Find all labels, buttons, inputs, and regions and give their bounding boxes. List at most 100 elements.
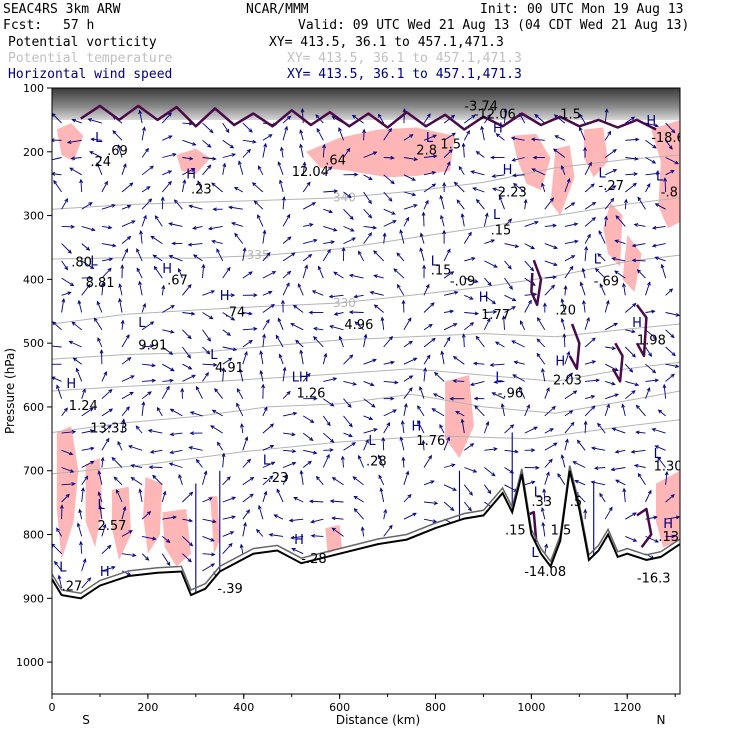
wind-arrow bbox=[417, 420, 425, 434]
field-label: 8.81 bbox=[86, 276, 115, 291]
wind-arrow bbox=[469, 380, 485, 387]
wind-arrow bbox=[161, 385, 170, 399]
wind-arrow bbox=[504, 449, 519, 454]
wind-arrow bbox=[552, 148, 566, 158]
wind-arrow bbox=[402, 108, 407, 124]
y-tick-label: 700 bbox=[23, 465, 44, 478]
wind-arrow bbox=[483, 212, 489, 227]
field-label: -12.06 bbox=[474, 108, 516, 123]
wind-arrow bbox=[118, 283, 123, 296]
wind-arrow bbox=[81, 388, 86, 399]
wind-arrow bbox=[439, 194, 445, 210]
wind-arrow bbox=[363, 358, 377, 365]
wind-arrow bbox=[348, 310, 364, 315]
wind-arrow bbox=[434, 371, 445, 382]
wind-arrow bbox=[257, 214, 264, 227]
wind-arrow bbox=[564, 372, 574, 382]
wind-arrow bbox=[79, 540, 83, 554]
wind-arrow bbox=[121, 391, 134, 400]
wind-arrow bbox=[153, 265, 163, 279]
wind-arrow bbox=[431, 408, 445, 417]
wind-arrow bbox=[52, 543, 62, 555]
wind-arrow bbox=[61, 407, 68, 417]
wind-arrow bbox=[512, 374, 525, 382]
wind-arrow bbox=[524, 448, 536, 453]
wind-arrow bbox=[142, 378, 157, 383]
legend-theta-name: Potential temperature bbox=[8, 51, 173, 66]
wind-arrow bbox=[52, 171, 62, 176]
x-tick-label: 0 bbox=[49, 701, 56, 714]
theta-contour-4 bbox=[52, 361, 680, 392]
wind-arrow bbox=[383, 360, 395, 365]
pv-contour-2 bbox=[568, 323, 581, 370]
wind-arrow bbox=[484, 484, 492, 495]
wind-arrow bbox=[181, 179, 187, 193]
wind-arrow bbox=[211, 182, 223, 193]
wind-arrow bbox=[544, 543, 549, 554]
wind-arrow bbox=[419, 385, 425, 399]
wind-arrow bbox=[283, 432, 296, 437]
wind-arrow bbox=[645, 157, 657, 164]
wind-arrow bbox=[423, 183, 437, 193]
wind-arrow bbox=[139, 229, 143, 244]
wind-arrow bbox=[189, 431, 203, 436]
wind-arrow bbox=[474, 405, 485, 417]
wind-arrow bbox=[377, 454, 385, 468]
wind-arrow bbox=[475, 335, 485, 348]
wind-arrow bbox=[315, 475, 324, 486]
wind-arrow bbox=[472, 187, 485, 193]
wind-arrow bbox=[202, 563, 216, 572]
field-label: L bbox=[493, 208, 501, 223]
wind-arrow bbox=[343, 225, 355, 232]
wind-arrow bbox=[403, 317, 412, 331]
wind-arrow bbox=[61, 482, 76, 486]
wind-arrow bbox=[423, 501, 439, 506]
wind-arrow bbox=[236, 402, 244, 417]
wind-arrow bbox=[443, 501, 455, 512]
wind-arrow bbox=[323, 448, 334, 452]
field-label: -3.74 bbox=[464, 99, 498, 114]
wind-arrow bbox=[622, 487, 627, 503]
wind-arrow bbox=[422, 264, 427, 279]
wind-arrow bbox=[162, 152, 177, 158]
wind-arrow bbox=[663, 177, 668, 193]
wind-arrow bbox=[504, 243, 520, 248]
wind-arrow bbox=[530, 137, 545, 142]
wind-arrow bbox=[544, 387, 550, 399]
wind-arrow bbox=[177, 267, 183, 279]
wind-arrow bbox=[463, 129, 470, 141]
wind-arrow bbox=[61, 224, 76, 229]
wind-arrow bbox=[101, 371, 107, 382]
wind-arrow bbox=[255, 528, 264, 537]
wind-arrow bbox=[504, 306, 516, 313]
field-label: .15 bbox=[431, 263, 452, 278]
wind-arrow bbox=[484, 310, 498, 314]
wind-arrow bbox=[81, 577, 92, 589]
wind-arrow bbox=[291, 548, 304, 555]
wind-arrow bbox=[242, 476, 255, 486]
wind-arrow bbox=[308, 310, 324, 315]
wind-arrow bbox=[484, 467, 496, 477]
wind-arrow bbox=[645, 122, 660, 128]
wind-arrow bbox=[475, 150, 485, 158]
wind-arrow bbox=[625, 535, 638, 542]
wind-arrow bbox=[162, 363, 175, 372]
wind-arrow bbox=[182, 346, 191, 359]
wind-arrow bbox=[121, 505, 127, 520]
wind-arrow bbox=[162, 135, 173, 141]
field-label: 2.8 bbox=[416, 143, 437, 158]
wind-arrow bbox=[383, 174, 395, 185]
wind-arrow bbox=[202, 312, 214, 320]
wind-arrow bbox=[52, 363, 62, 365]
wind-arrow bbox=[162, 346, 174, 355]
field-label: H bbox=[479, 291, 489, 306]
wind-arrow bbox=[261, 383, 266, 399]
wind-arrow bbox=[138, 488, 143, 503]
field-label: .15 bbox=[491, 224, 512, 239]
field-label: L bbox=[426, 131, 434, 146]
wind-arrow bbox=[604, 322, 619, 331]
wind-arrow bbox=[484, 260, 498, 268]
wind-arrow bbox=[373, 274, 384, 279]
wind-arrow bbox=[101, 180, 108, 193]
wind-arrow bbox=[572, 461, 586, 468]
